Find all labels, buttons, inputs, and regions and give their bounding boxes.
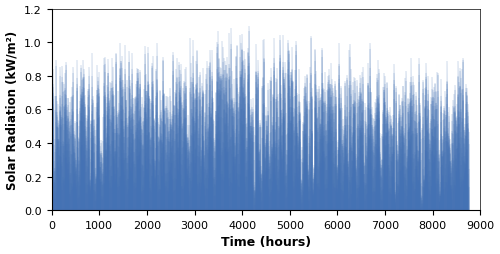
Y-axis label: Solar Radiation (kW/m²): Solar Radiation (kW/m²) [6,31,18,189]
X-axis label: Time (hours): Time (hours) [221,235,311,248]
